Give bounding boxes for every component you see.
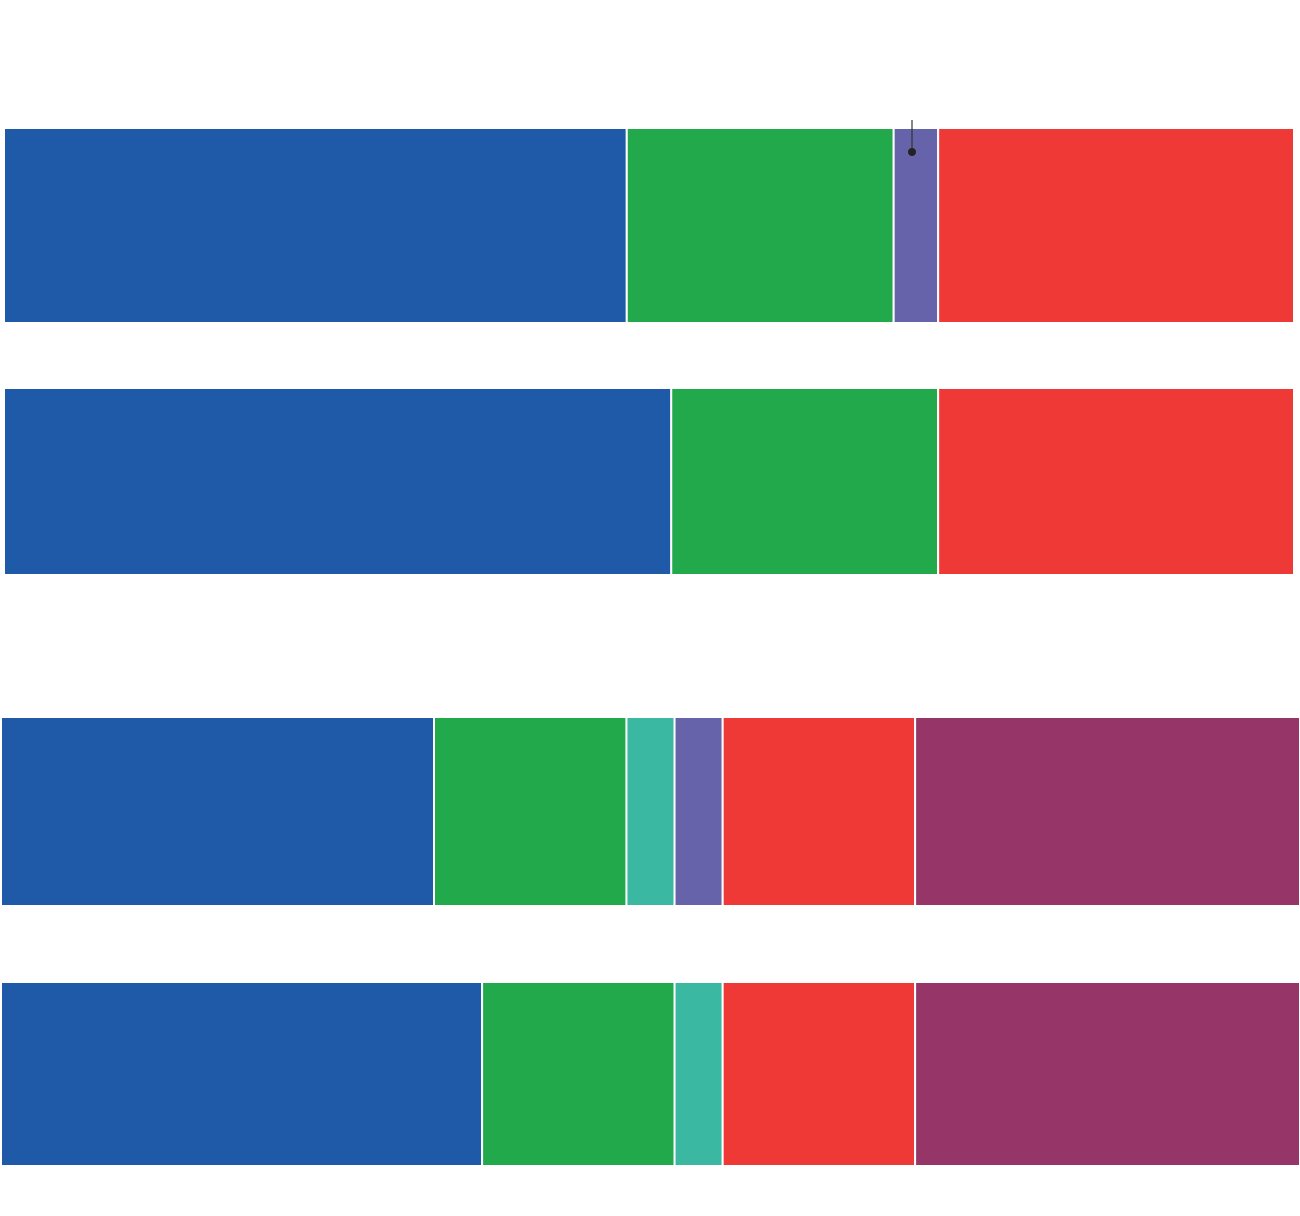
bar-segment [892, 127, 940, 324]
bar-segment [673, 716, 724, 907]
bar-segment [721, 716, 917, 907]
bar-segment [914, 716, 1300, 907]
bar-segment [433, 716, 628, 907]
bar-segment [937, 387, 1295, 576]
bar-segment [3, 127, 628, 324]
bar-segment [914, 981, 1300, 1167]
bar-segment [0, 716, 435, 907]
bar-segment [937, 127, 1295, 324]
marker-dot [908, 148, 916, 156]
bar-segment [0, 981, 484, 1167]
bar-segment [481, 981, 676, 1167]
bar-segment [625, 127, 895, 324]
bar-segment [3, 387, 673, 576]
bar-segment [625, 716, 676, 907]
bar-segment [670, 387, 940, 576]
bar-segment [721, 981, 917, 1167]
bar-segment [673, 981, 724, 1167]
